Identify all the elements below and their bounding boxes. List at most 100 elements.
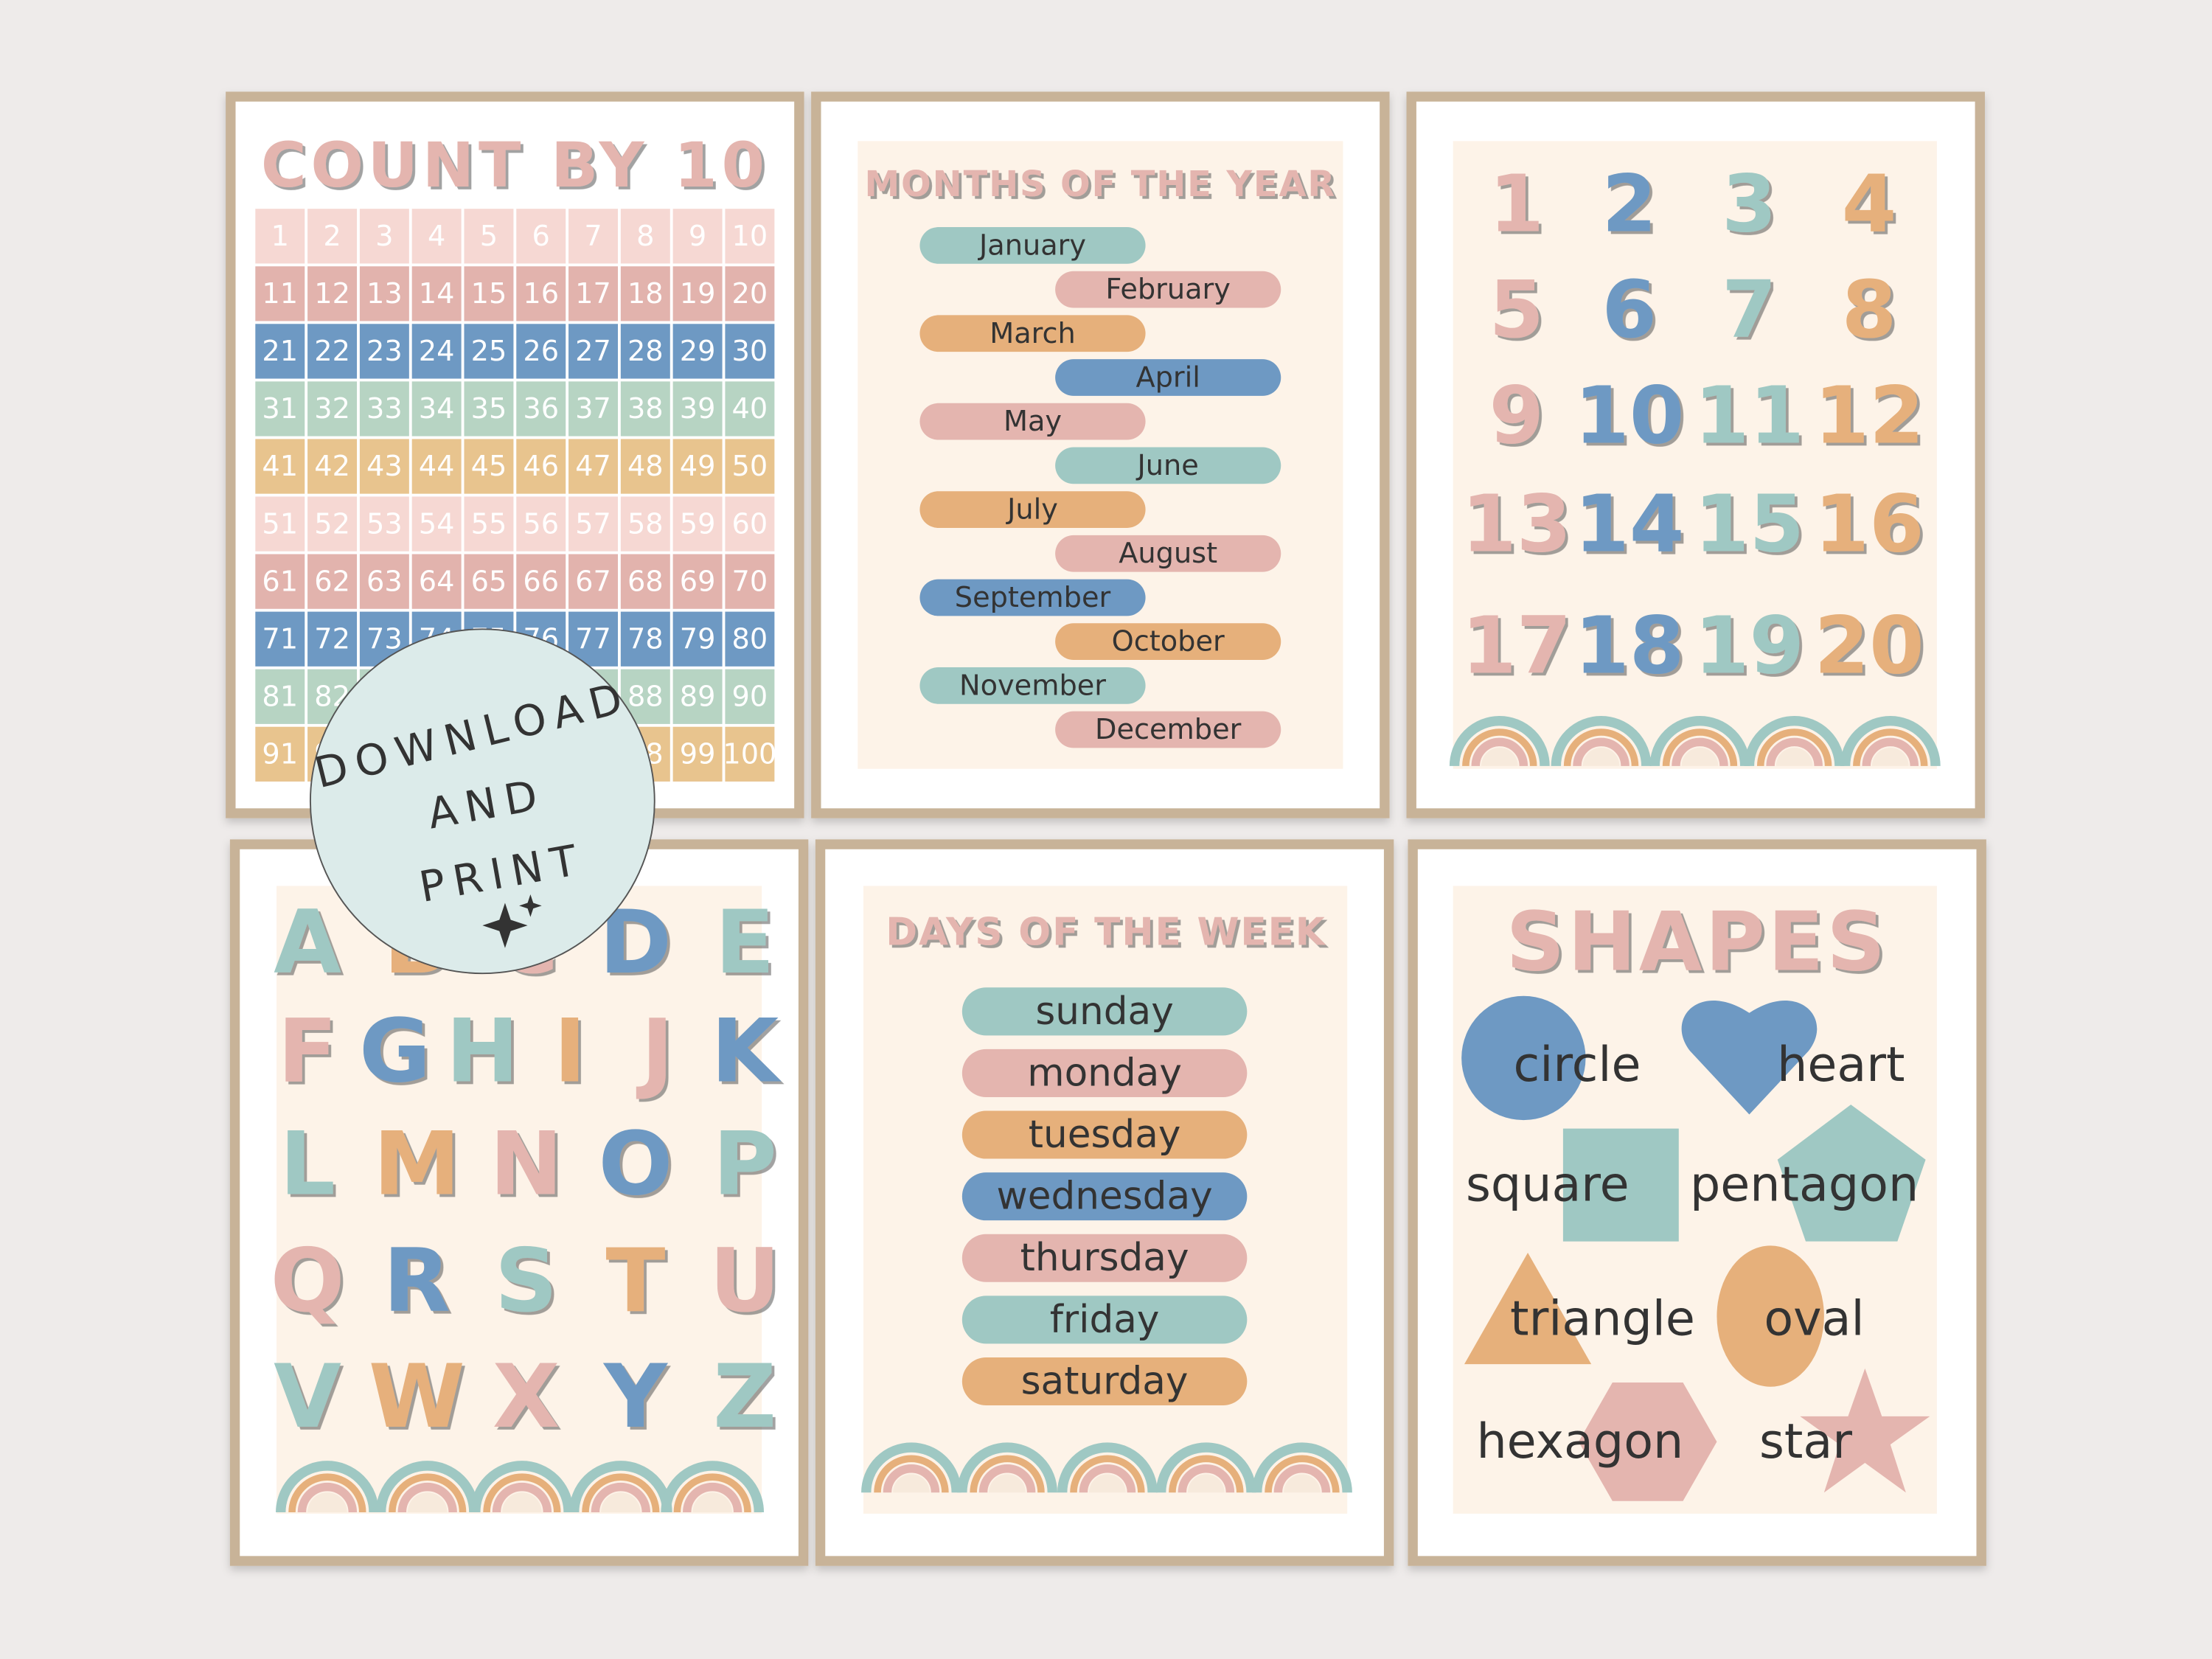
number: 16 [1815,479,1924,571]
number-cell [359,209,409,264]
number-cell [307,324,358,379]
number-label: 29 [680,335,716,368]
number-cell [255,611,305,667]
number-cell [307,209,358,264]
number-label: 5 [480,220,498,253]
number-cell [672,496,723,552]
rainbow-arc [1766,737,1823,767]
number-cell [672,324,723,379]
number-cell [255,324,305,379]
rainbow-core [1481,748,1518,766]
day-label: monday [1027,1051,1182,1095]
number-cell [568,324,619,379]
number-label: 47 [575,450,611,483]
number-label: 8 [636,220,654,253]
rainbow-arc [1070,1455,1145,1493]
month-label: April [1135,361,1200,394]
rainbow-arc [970,1455,1045,1493]
rainbow-core [407,1492,448,1513]
poster-title: SHAPES [1506,895,1888,990]
number-cell [464,266,514,321]
number-cell [359,381,409,437]
number-label: 33 [366,392,403,425]
art-area [276,886,762,1514]
number-label: 90 [732,680,768,713]
number-label: 17 [575,277,611,310]
rainbow-core [989,1474,1026,1493]
day-label: wednesday [996,1175,1212,1219]
number-label: 66 [523,565,559,598]
day-label: tuesday [1029,1113,1181,1157]
letter: K [711,1000,782,1102]
letter: R [383,1230,451,1332]
number-label: 78 [627,622,664,655]
number-cell [725,209,775,264]
number-label: 49 [680,450,716,483]
day-pill [961,1295,1248,1344]
letter: J [636,1000,674,1102]
number-label: 31 [262,392,298,425]
number-cell [516,554,566,609]
number-cell [359,496,409,552]
number-label: 20 [732,277,768,310]
rainbow-arc [1178,1464,1235,1493]
number-label: 81 [262,680,298,713]
number-cell [255,726,305,782]
shape-label: star [1759,1414,1852,1470]
rainbow-core [307,1492,347,1513]
poster-title: COUNT BY 10 [261,129,769,201]
rainbow-arc [1169,1455,1244,1493]
number-cell [516,381,566,437]
number-label: 89 [680,680,716,713]
rainbow-arc [1563,728,1639,767]
number-cell [516,209,566,264]
number-label: 55 [471,507,507,540]
number-label: 77 [575,622,611,655]
number: 3 [1722,159,1777,250]
letter: F [278,1000,338,1102]
number-label: 91 [262,738,298,771]
rainbow-arc [288,1473,366,1513]
number-label: 72 [314,622,350,655]
letter: Z [713,1346,776,1447]
number-label: 30 [732,335,768,368]
month-label: October [1112,625,1225,658]
square-shape [1562,1128,1679,1242]
number-cell [411,496,462,552]
rainbow-arc [582,1473,660,1513]
number-label: 2 [323,220,341,253]
star-shape [1800,1368,1930,1493]
number-label: 46 [523,450,559,483]
number-label: 25 [471,335,507,368]
month-label: June [1136,449,1199,482]
number-label: 71 [262,622,298,655]
number: 11 [1694,370,1804,462]
month-pill [1055,447,1281,484]
rainbow-core [1775,748,1813,766]
number-cell [516,324,566,379]
rainbow-arc [470,1461,574,1513]
triangle-shape [1464,1252,1592,1365]
month-label: January [978,229,1086,262]
number-cell [411,266,462,321]
number-label: 11 [262,277,298,310]
letter: A [274,891,341,993]
number-label: 99 [680,738,716,771]
month-pill [919,667,1146,704]
number-label: 24 [419,335,455,368]
day-label: friday [1050,1298,1160,1342]
number-cell [464,554,514,609]
rainbow-arc [978,1464,1036,1493]
number-label: 59 [680,507,716,540]
letter: X [493,1346,560,1447]
number-cell [255,496,305,552]
number-cell [359,266,409,321]
number: 5 [1489,265,1544,356]
letter: W [369,1346,465,1447]
rainbow-core [1871,748,1909,766]
number-cell [620,209,670,264]
number-cell [725,726,775,782]
number-label: 54 [419,507,455,540]
rainbow-core [1187,1474,1225,1493]
